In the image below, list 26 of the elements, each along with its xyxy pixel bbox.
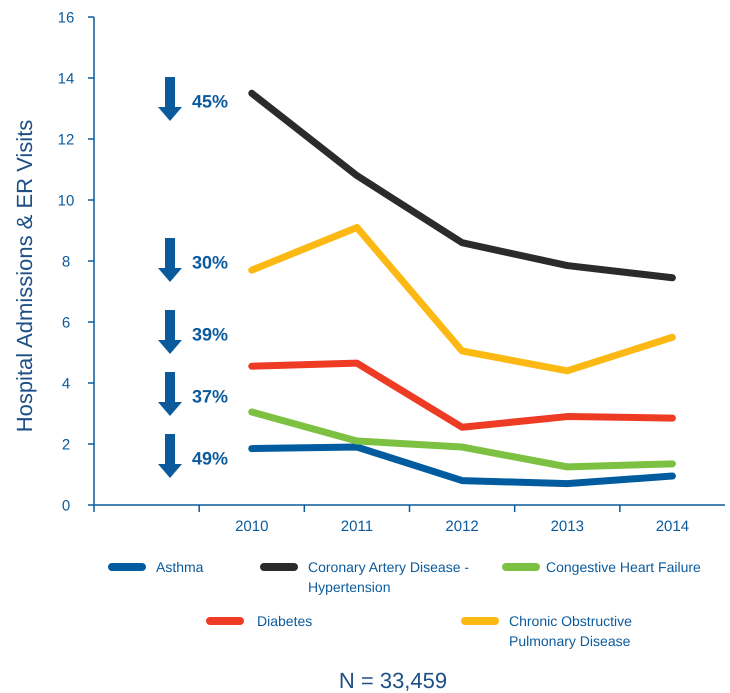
legend-label: Asthma (156, 558, 204, 575)
legend-label: Chronic Obstructive Pulmonary Disease (509, 612, 632, 650)
annotation: 49% (192, 448, 228, 468)
y-tick-label: 16 (58, 9, 74, 26)
y-tick-label: 10 (58, 192, 74, 210)
legend-label: Congestive Heart Failure (546, 558, 702, 575)
y-tick-label: 0 (62, 497, 70, 514)
y-tick-label: 4 (62, 375, 70, 392)
x-tick-label: 2014 (656, 518, 690, 535)
text: N = 33,459 (338, 668, 448, 693)
y-tick-label: 2 (62, 436, 70, 454)
y-tick-label: 6 (62, 314, 70, 332)
annotation: 30% (192, 252, 228, 272)
y-tick-label: 8 (62, 253, 70, 270)
x-tick-label: 2011 (340, 518, 374, 535)
x-tick-label: 2013 (550, 518, 584, 535)
legend-label: Diabetes (257, 612, 312, 629)
annotation: 45% (192, 91, 228, 112)
legend-label: Coronary Artery Disease - Hypertension (308, 558, 470, 596)
annotation: 37% (192, 386, 228, 406)
y-axis-title: Hospital Admissions & ER Visits (12, 120, 37, 432)
annotation: 39% (192, 324, 228, 344)
y-tick-label: 12 (58, 131, 74, 148)
x-tick-label: 2010 (235, 518, 268, 535)
x-tick-label: 2012 (445, 518, 479, 535)
y-tick-label: 14 (58, 70, 74, 88)
